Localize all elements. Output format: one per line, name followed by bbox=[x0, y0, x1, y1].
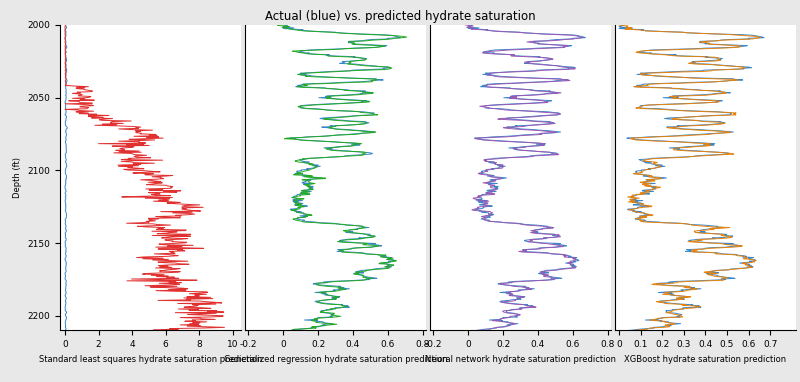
Text: Actual (blue) vs. predicted hydrate saturation: Actual (blue) vs. predicted hydrate satu… bbox=[265, 10, 535, 23]
Y-axis label: Depth (ft): Depth (ft) bbox=[13, 157, 22, 198]
X-axis label: XGBoost hydrate saturation prediction: XGBoost hydrate saturation prediction bbox=[624, 355, 786, 364]
X-axis label: Neural network hydrate saturation prediction: Neural network hydrate saturation predic… bbox=[425, 355, 616, 364]
X-axis label: Generalized regression hydrate saturation prediction: Generalized regression hydrate saturatio… bbox=[224, 355, 447, 364]
X-axis label: Standard least squares hydrate saturation prediction: Standard least squares hydrate saturatio… bbox=[39, 355, 262, 364]
